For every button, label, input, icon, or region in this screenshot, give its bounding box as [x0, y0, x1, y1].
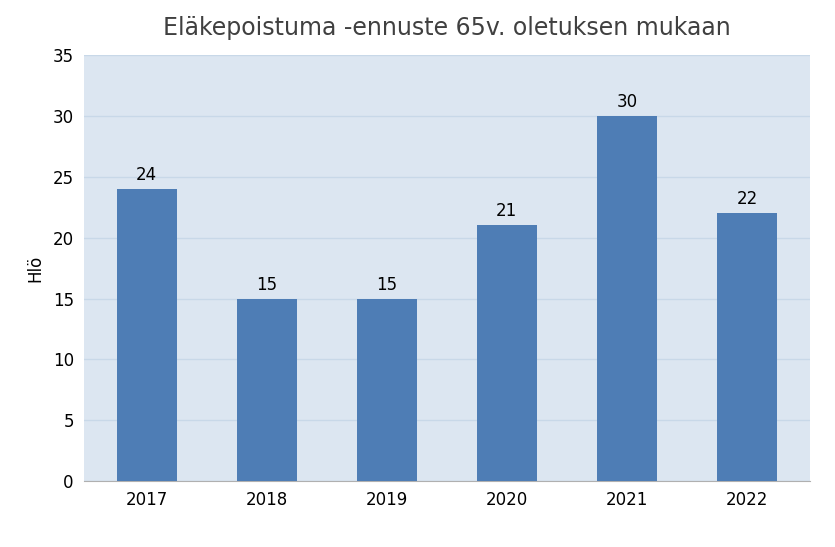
Bar	[717, 213, 777, 481]
Y-axis label: Hlö: Hlö	[27, 254, 44, 282]
Text: 15: 15	[256, 276, 277, 294]
Bar	[477, 225, 537, 481]
Text: 15: 15	[376, 276, 397, 294]
Bar	[357, 299, 417, 481]
Text: 22: 22	[736, 190, 757, 208]
Title: Eläkepoistuma -ennuste 65v. oletuksen mukaan: Eläkepoistuma -ennuste 65v. oletuksen mu…	[163, 16, 731, 40]
Bar	[597, 115, 657, 481]
Text: 24: 24	[136, 166, 157, 184]
Bar	[236, 299, 296, 481]
Bar	[117, 189, 176, 481]
Text: 21: 21	[496, 202, 518, 220]
Text: 30: 30	[616, 93, 637, 111]
